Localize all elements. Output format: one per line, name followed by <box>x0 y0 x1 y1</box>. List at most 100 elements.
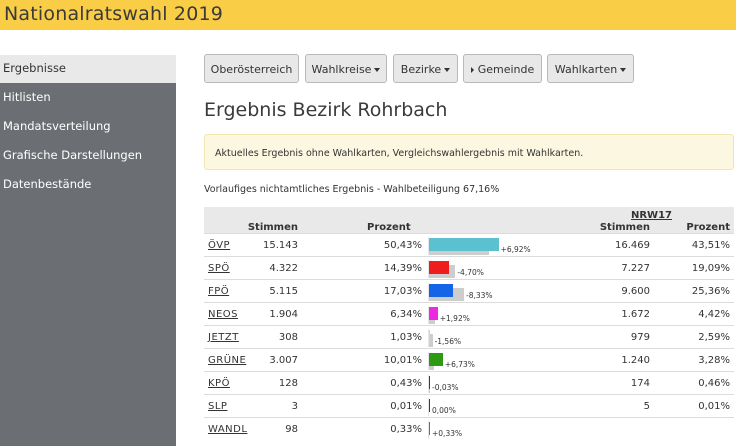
result-bar-cell: -1,56% <box>428 329 604 347</box>
caret-down-icon <box>444 68 451 72</box>
page-title: Ergebnis Bezirk Rohrbach <box>204 99 448 121</box>
stimmen-value: 4.322 <box>269 263 298 274</box>
caret-right-icon <box>470 67 474 73</box>
previous-stimmen-value: 5 <box>643 401 650 412</box>
table-row: KPÖ 128 0,43% -0,03% 174 0,46% <box>204 371 734 394</box>
previous-stimmen-value: 7.227 <box>621 263 650 274</box>
change-label: -0,03% <box>432 383 459 392</box>
col-header-prev-stimmen: Stimmen <box>599 222 650 233</box>
result-subtitle: Vorlaufiges nichtamtliches Ergebnis - Wa… <box>204 184 500 195</box>
prozent-value: 0,43% <box>390 378 422 389</box>
result-bar-cell: +6,92% <box>428 237 604 255</box>
table-row: ÖVP 15.143 50,43% +6,92% 16.469 43,51% <box>204 233 734 256</box>
party-link[interactable]: WANDL <box>208 424 248 435</box>
previous-prozent-value: 25,36% <box>691 286 730 297</box>
caret-down-icon <box>374 68 381 72</box>
change-label: +6,92% <box>500 245 531 254</box>
sidebar-item-grafische-darstellungen[interactable]: Grafische Darstellungen <box>3 148 143 162</box>
sidebar: Ergebnisse Hitlisten Mandatsverteilung G… <box>0 55 176 446</box>
current-result-bar <box>429 353 443 366</box>
gemeinde-label: Gemeinde <box>477 63 535 76</box>
gemeinde-button[interactable]: Gemeinde <box>463 54 542 83</box>
table-header: Stimmen Prozent NRW17 Stimmen Prozent <box>204 207 734 233</box>
party-link[interactable]: SLP <box>208 401 228 412</box>
prozent-value: 6,34% <box>390 309 422 320</box>
previous-prozent-value: 19,09% <box>691 263 730 274</box>
sidebar-item-ergebnisse[interactable]: Ergebnisse <box>0 55 176 83</box>
sidebar-item-mandatsverteilung[interactable]: Mandatsverteilung <box>3 119 111 133</box>
bezirke-dropdown[interactable]: Bezirke <box>393 54 458 83</box>
result-bar-cell: -8,33% <box>428 283 604 301</box>
prozent-value: 1,03% <box>390 332 422 343</box>
stimmen-value: 15.143 <box>263 240 298 251</box>
caret-down-icon <box>620 68 627 72</box>
current-result-bar <box>429 399 430 412</box>
current-result-bar <box>429 330 431 343</box>
previous-stimmen-value: 979 <box>630 332 650 343</box>
current-result-bar <box>429 422 430 435</box>
change-label: 0,00% <box>432 406 456 415</box>
wahlkarten-label: Wahlkarten <box>554 63 618 76</box>
previous-result-bar <box>429 334 433 347</box>
party-link[interactable]: SPÖ <box>208 263 230 274</box>
result-bar-cell: 0,00% <box>428 398 604 416</box>
wahlkreise-label: Wahlkreise <box>311 63 372 76</box>
change-label: +6,73% <box>444 360 475 369</box>
current-result-bar <box>429 376 430 389</box>
header-bar: Nationalratswahl 2019 <box>0 0 736 30</box>
stimmen-value: 3.007 <box>269 355 298 366</box>
prozent-value: 50,43% <box>383 240 422 251</box>
oberoesterreich-label: Oberösterreich <box>210 63 293 76</box>
prozent-value: 14,39% <box>383 263 422 274</box>
stimmen-value: 5.115 <box>269 286 298 297</box>
table-row: WANDL 98 0,33% +0,33% <box>204 417 734 440</box>
party-link[interactable]: GRÜNE <box>208 355 247 366</box>
change-label: -1,56% <box>434 337 462 346</box>
previous-stimmen-value: 174 <box>630 378 650 389</box>
current-result-bar <box>429 238 499 251</box>
result-bar-cell: +1,92% <box>428 306 604 324</box>
col-header-nrw17[interactable]: NRW17 <box>630 210 672 221</box>
party-link[interactable]: NEOS <box>208 309 239 320</box>
previous-stimmen-value: 16.469 <box>615 240 650 251</box>
app-title: Nationalratswahl 2019 <box>4 3 224 25</box>
party-link[interactable]: ÖVP <box>208 240 231 251</box>
previous-stimmen-value: 1.672 <box>621 309 650 320</box>
change-label: -4,70% <box>457 268 484 277</box>
sidebar-item-datenbestaende[interactable]: Datenbestände <box>3 177 92 191</box>
result-bar-cell: +0,33% <box>428 421 604 439</box>
stimmen-value: 3 <box>291 401 298 412</box>
party-link[interactable]: FPÖ <box>208 286 230 297</box>
col-header-prozent: Prozent <box>367 222 411 233</box>
oberoesterreich-button[interactable]: Oberösterreich <box>204 54 299 83</box>
wahlkreise-dropdown[interactable]: Wahlkreise <box>305 54 387 83</box>
previous-prozent-value: 43,51% <box>691 240 730 251</box>
table-row: SPÖ 4.322 14,39% -4,70% 7.227 19,09% <box>204 256 734 279</box>
party-link[interactable]: KPÖ <box>208 378 230 389</box>
table-row: SLP 3 0,01% 0,00% 5 0,01% <box>204 394 734 417</box>
table-row: FPÖ 5.115 17,03% -8,33% 9.600 25,36% <box>204 279 734 302</box>
col-header-prev-prozent: Prozent <box>686 222 730 233</box>
previous-prozent-value: 2,59% <box>698 332 730 343</box>
prozent-value: 0,33% <box>390 424 422 435</box>
sidebar-item-hitlisten[interactable]: Hitlisten <box>3 90 51 104</box>
previous-stimmen-value: 9.600 <box>621 286 650 297</box>
previous-stimmen-value: 1.240 <box>621 355 650 366</box>
stimmen-value: 128 <box>278 378 298 389</box>
current-result-bar <box>429 307 438 320</box>
result-bar-cell: -0,03% <box>428 375 604 393</box>
stimmen-value: 308 <box>278 332 298 343</box>
party-link[interactable]: JETZT <box>208 332 239 343</box>
change-label: -8,33% <box>465 291 493 300</box>
change-label: +0,33% <box>432 429 463 438</box>
stimmen-value: 1.904 <box>269 309 298 320</box>
info-alert: Aktuelles Ergebnis ohne Wahlkarten, Verg… <box>204 134 734 170</box>
table-row: NEOS 1.904 6,34% +1,92% 1.672 4,42% <box>204 302 734 325</box>
current-result-bar <box>429 284 453 297</box>
previous-prozent-value: 0,01% <box>698 401 730 412</box>
stimmen-value: 98 <box>285 424 298 435</box>
table-row: JETZT 308 1,03% -1,56% 979 2,59% <box>204 325 734 348</box>
change-label: +1,92% <box>439 314 470 323</box>
wahlkarten-dropdown[interactable]: Wahlkarten <box>547 54 634 83</box>
prozent-value: 10,01% <box>383 355 422 366</box>
